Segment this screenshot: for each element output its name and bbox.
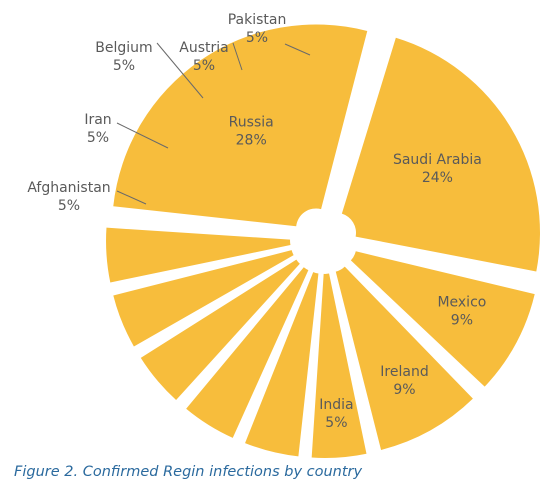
slice-label-austria: Austria 5% <box>179 40 228 74</box>
category-label: Afghanistan <box>27 180 110 196</box>
value-label: 5% <box>246 30 268 46</box>
slice-india <box>311 273 367 458</box>
pie-slices <box>106 24 540 458</box>
slice-saudi-arabia <box>341 37 540 272</box>
category-label: Austria <box>179 40 228 56</box>
slice-label-belgium: Belgium 5% <box>95 40 152 74</box>
value-label: 5% <box>325 415 347 431</box>
slice-ireland <box>335 266 473 450</box>
slice-russia <box>113 24 368 227</box>
slice-label-saudi-arabia: Saudi Arabia 24% <box>393 152 482 186</box>
value-label: 5% <box>113 58 135 74</box>
slice-label-afghanistan: Afghanistan 5% <box>27 180 110 214</box>
value-label: 24% <box>422 170 453 186</box>
leader-line-afghanistan <box>116 190 147 205</box>
value-label: 5% <box>58 198 80 214</box>
value-label: 9% <box>393 382 415 398</box>
leader-lines <box>116 42 311 205</box>
leader-line-austria <box>232 42 243 71</box>
leader-line-pakistan <box>284 43 311 56</box>
slice-label-mexico: Mexico 9% <box>437 295 486 329</box>
slice-label-ireland: Ireland 9% <box>380 364 428 398</box>
chart-caption: Figure 2. Confirmed Regin infections by … <box>14 464 363 480</box>
slice-pakistan <box>106 227 291 283</box>
value-label: 28% <box>236 132 267 148</box>
slice-label-india: India 5% <box>319 397 353 431</box>
slice-afghanistan <box>245 272 319 457</box>
value-label: 5% <box>193 58 215 74</box>
slice-label-pakistan: Pakistan 5% <box>228 12 287 46</box>
slice-mexico <box>350 251 535 387</box>
value-label: 5% <box>87 130 109 146</box>
slice-iran <box>186 267 309 438</box>
category-label: India <box>319 397 353 413</box>
category-label: Iran <box>84 112 111 128</box>
category-label: Belgium <box>95 40 152 56</box>
value-label: 9% <box>451 313 473 329</box>
slice-label-iran: Iran 5% <box>84 112 111 146</box>
slice-labels: Russia 28% Saudi Arabia 24% Mexico 9% Ireland 9… <box>27 12 486 431</box>
leader-line-iran <box>116 122 169 149</box>
category-label: Pakistan <box>228 12 287 28</box>
slice-austria <box>113 250 294 347</box>
category-label: Russia <box>229 114 274 130</box>
slice-label-russia: Russia 28% <box>229 114 274 148</box>
category-label: Mexico <box>437 295 486 311</box>
category-label: Saudi Arabia <box>393 152 482 168</box>
leader-line-belgium <box>156 42 204 99</box>
slice-belgium <box>140 259 300 400</box>
category-label: Ireland <box>380 364 428 380</box>
